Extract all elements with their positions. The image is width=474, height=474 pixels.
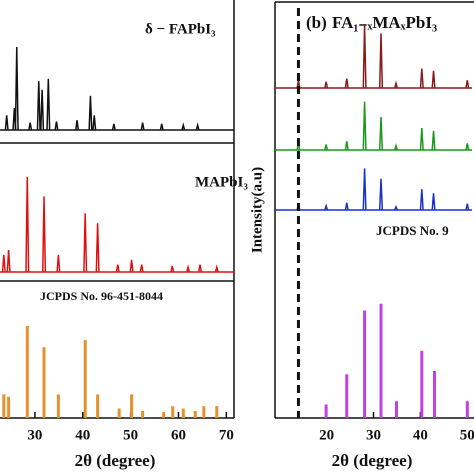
peak bbox=[25, 176, 30, 273]
panel-title: FA₁₋ₓMAₓPbI₃ bbox=[332, 13, 437, 32]
x-tick-label: 30 bbox=[366, 427, 381, 443]
peak bbox=[431, 193, 436, 211]
peak bbox=[362, 168, 367, 211]
peak bbox=[88, 95, 93, 131]
peak bbox=[465, 143, 470, 151]
reference-bar bbox=[202, 406, 206, 418]
peak bbox=[419, 189, 424, 211]
x-tick-label: 50 bbox=[460, 427, 474, 443]
peak bbox=[362, 101, 367, 151]
reference-bar bbox=[25, 325, 29, 418]
reference-bar bbox=[56, 394, 60, 418]
peak bbox=[36, 81, 41, 131]
peak bbox=[344, 78, 349, 89]
peak bbox=[465, 203, 470, 211]
reference-bar bbox=[363, 310, 367, 418]
x-tick-label: 60 bbox=[171, 427, 186, 443]
peak bbox=[159, 123, 164, 131]
peak bbox=[54, 121, 59, 131]
peak bbox=[378, 33, 384, 89]
peak bbox=[344, 141, 349, 151]
peak bbox=[74, 120, 80, 131]
frame-a bbox=[0, 0, 235, 419]
peak bbox=[378, 178, 384, 211]
peak bbox=[324, 81, 329, 89]
reference-bar bbox=[394, 401, 398, 418]
reference-bar bbox=[379, 303, 383, 418]
y-axis-label: Intensity(a.u) bbox=[249, 167, 265, 253]
reference-bar bbox=[117, 408, 121, 418]
peak bbox=[431, 70, 436, 89]
peak bbox=[195, 122, 200, 131]
peak bbox=[95, 223, 100, 273]
reference-bar bbox=[7, 396, 11, 418]
reference-bar bbox=[324, 404, 328, 418]
peak bbox=[129, 259, 134, 273]
panel-label: (b) bbox=[306, 13, 327, 32]
peak bbox=[56, 254, 61, 273]
peak bbox=[170, 265, 175, 273]
peak bbox=[40, 89, 45, 131]
peak bbox=[419, 127, 424, 151]
peak bbox=[14, 47, 19, 131]
peak bbox=[83, 213, 88, 273]
x-tick-label: 30 bbox=[27, 427, 42, 443]
peak bbox=[115, 264, 120, 273]
series-label: JCPDS No. 9 bbox=[376, 223, 449, 238]
peak bbox=[324, 144, 329, 151]
peak bbox=[344, 202, 349, 211]
peak bbox=[46, 78, 51, 131]
reference-bar bbox=[420, 350, 424, 418]
reference-bar bbox=[465, 401, 469, 418]
x-tick-label: 40 bbox=[75, 427, 90, 443]
reference-bar bbox=[42, 347, 46, 418]
x-axis-label: 2θ (degree) bbox=[332, 451, 413, 470]
reference-bar bbox=[345, 374, 349, 418]
peak bbox=[393, 80, 399, 89]
reference-bar bbox=[130, 394, 134, 418]
x-axis-label: 2θ (degree) bbox=[75, 451, 156, 470]
peak bbox=[393, 142, 399, 151]
peak bbox=[431, 130, 436, 151]
peak bbox=[324, 203, 329, 211]
peak bbox=[362, 24, 367, 89]
peak bbox=[111, 123, 116, 131]
peak bbox=[92, 115, 97, 131]
reference-bar bbox=[83, 340, 87, 418]
series-label: MAPbI₃ bbox=[195, 174, 248, 190]
reference-bar bbox=[193, 410, 197, 418]
peak bbox=[6, 249, 11, 273]
x-tick-label: 20 bbox=[319, 427, 334, 443]
peak bbox=[214, 264, 219, 273]
peak bbox=[139, 264, 144, 273]
reference-bar bbox=[162, 412, 166, 418]
peak bbox=[181, 122, 186, 131]
x-tick-label: 70 bbox=[219, 427, 234, 443]
reference-bar bbox=[96, 394, 100, 418]
peak bbox=[41, 196, 47, 273]
series-label: JCPDS No. 96-451-8044 bbox=[40, 289, 163, 303]
x-tick-label: 50 bbox=[123, 427, 138, 443]
series-label: δ − FAPbI₃ bbox=[145, 21, 216, 37]
reference-bar bbox=[171, 406, 175, 418]
peak bbox=[378, 116, 384, 151]
x-tick-label: 40 bbox=[413, 427, 428, 443]
peak bbox=[1, 254, 6, 273]
reference-bar bbox=[2, 394, 6, 418]
peak bbox=[28, 122, 33, 131]
reference-bar bbox=[432, 370, 436, 418]
peak bbox=[197, 264, 203, 273]
peak bbox=[394, 204, 399, 211]
reference-bar bbox=[215, 406, 219, 418]
peak bbox=[186, 264, 191, 273]
reference-bar bbox=[181, 408, 185, 418]
peak bbox=[465, 80, 470, 89]
peak bbox=[419, 68, 424, 89]
peak bbox=[4, 115, 9, 131]
peak bbox=[140, 122, 145, 131]
reference-bar bbox=[141, 410, 145, 418]
